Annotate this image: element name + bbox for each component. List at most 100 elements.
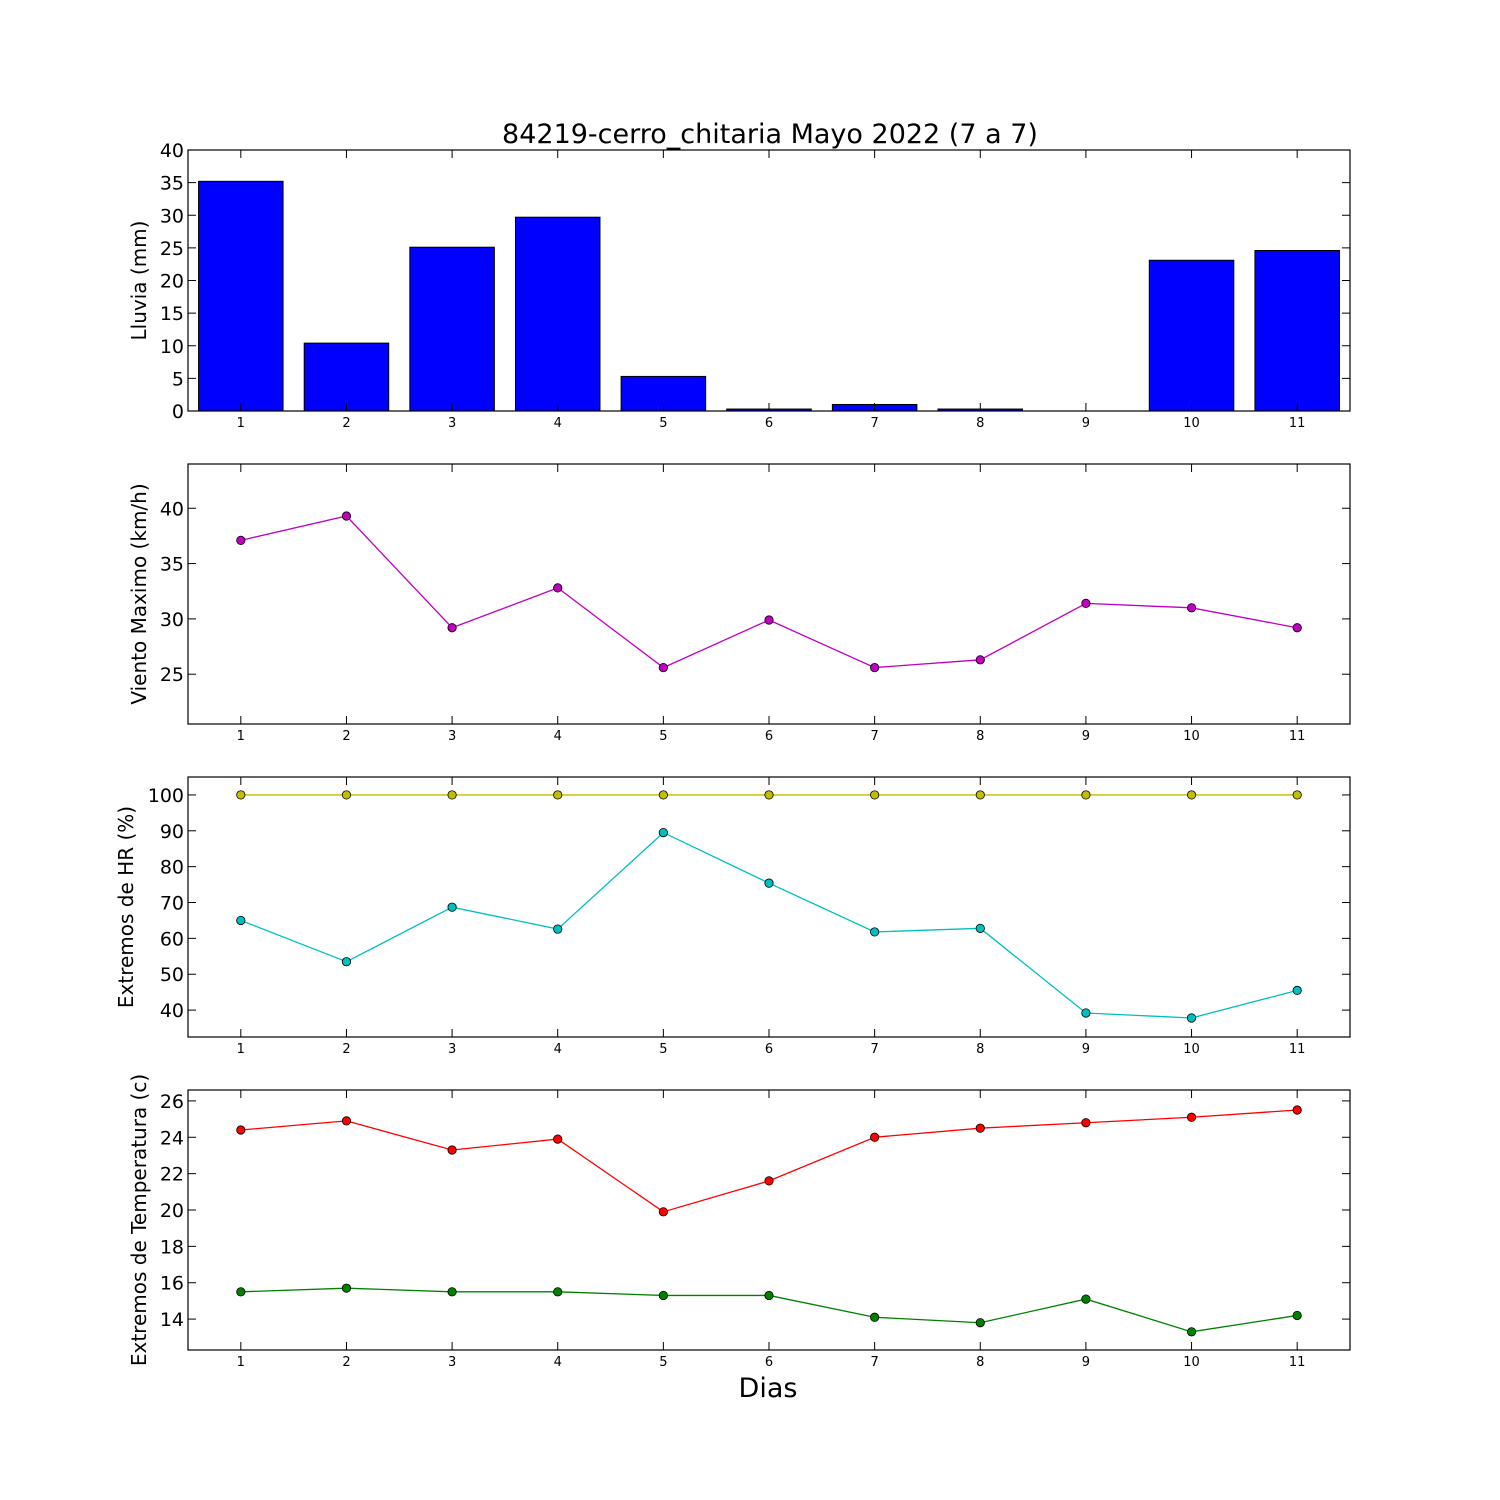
bar-day-4 [514, 216, 601, 412]
series-1-point-2 [341, 790, 352, 800]
y-tick-label: 20 [160, 1200, 184, 1222]
series-1-point-6 [764, 1176, 774, 1186]
x-tick-label: 10 [1183, 729, 1200, 744]
x-tick-label: 9 [1082, 729, 1090, 744]
y-tick-label: 30 [160, 609, 184, 631]
y-tick-label: 22 [160, 1164, 184, 1186]
x-tick-label: 4 [554, 729, 562, 744]
chart-title: 84219-cerro_chitaria Mayo 2022 (7 a 7) [502, 119, 1038, 150]
x-tick-label: 7 [870, 1355, 878, 1370]
series-2-point-2 [341, 1283, 352, 1293]
x-tick-label: 7 [870, 729, 878, 744]
x-tick-label: 5 [659, 1355, 667, 1370]
bar-day-1 [198, 180, 284, 412]
x-tick-label: 2 [342, 416, 350, 431]
y-axis-label: Extremos de HR (%) [114, 806, 138, 1008]
series-1-point-7 [870, 790, 880, 800]
series-1-point-10 [1186, 790, 1197, 800]
x-tick-label: 3 [448, 1355, 456, 1370]
y-axis-label: Extremos de Temperatura (c) [127, 1074, 151, 1366]
x-tick-label: 6 [765, 1355, 773, 1370]
y-tick-label: 30 [160, 205, 184, 227]
x-tick-label: 6 [765, 1042, 773, 1057]
x-tick-label: 1 [237, 1355, 245, 1370]
series-1-point-4 [553, 583, 563, 593]
series-2-point-1 [236, 915, 246, 926]
y-tick-label: 40 [160, 498, 184, 520]
y-tick-label: 20 [160, 271, 184, 293]
series-2-point-5 [658, 827, 668, 838]
series-2-point-8 [975, 1318, 985, 1328]
panel-1: 0 5 10 15 20 25 30 35 40 1 2 3 4 5 6 7 8 9 10 11 Lluvia (mm) [127, 140, 1351, 431]
y-tick-label: 35 [160, 554, 184, 576]
y-tick-label: 40 [160, 1000, 184, 1022]
bar-day-11 [1254, 249, 1340, 412]
series-1-point-2 [341, 511, 352, 521]
panel-4: 14 16 18 20 22 24 26 1 2 3 4 5 6 7 8 9 10 11 Extremos de T… [127, 1074, 1351, 1370]
x-tick-label: 3 [448, 1042, 456, 1057]
y-axis-label: Lluvia (mm) [127, 221, 151, 341]
series-1-point-1 [236, 790, 246, 800]
series-1-point-6 [764, 615, 774, 625]
series-2-point-5 [658, 1290, 668, 1301]
plot-frame [187, 1089, 1351, 1351]
x-tick-label: 4 [554, 1042, 562, 1057]
y-tick-label: 70 [160, 893, 184, 915]
y-tick-label: 50 [160, 964, 184, 986]
series-2-line [240, 831, 1298, 1019]
series-1-point-4 [553, 1134, 563, 1144]
x-tick-label: 8 [976, 1042, 984, 1057]
y-axis-label: Viento Maximo (km/h) [127, 483, 151, 704]
plot-frame [187, 463, 1351, 725]
series-2-point-9 [1081, 1294, 1091, 1304]
series-1-point-8 [975, 790, 985, 800]
y-tick-label: 60 [160, 928, 184, 950]
x-tick-label: 8 [976, 729, 984, 744]
x-tick-label: 1 [237, 416, 245, 431]
series-2-point-7 [870, 1312, 880, 1322]
x-tick-label: 5 [659, 416, 667, 431]
series-1-point-1 [236, 535, 246, 545]
x-tick-label: 11 [1289, 1042, 1306, 1057]
x-tick-label: 2 [342, 1042, 350, 1057]
series-1-point-2 [341, 1116, 352, 1126]
series-2-point-4 [553, 924, 563, 934]
series-2-point-10 [1186, 1013, 1197, 1023]
x-tick-label: 6 [765, 416, 773, 431]
series-1-point-9 [1081, 1118, 1091, 1128]
series-1-point-11 [1292, 790, 1302, 800]
series-2-point-3 [447, 1287, 457, 1297]
series-2-point-9 [1081, 1008, 1091, 1018]
panel-2: 25 30 35 40 1 2 3 4 5 6 7 8 9 10 11 Viento Maximo (km/h… [127, 463, 1351, 744]
x-tick-label: 1 [237, 1042, 245, 1057]
series-2-point-4 [553, 1287, 563, 1297]
x-tick-label: 3 [448, 729, 456, 744]
series-1-point-3 [447, 790, 457, 800]
y-tick-label: 100 [148, 785, 184, 807]
series-1-point-4 [553, 790, 563, 800]
series-1-point-5 [658, 662, 668, 673]
x-tick-label: 10 [1183, 1355, 1200, 1370]
y-tick-label: 35 [160, 173, 184, 195]
y-tick-label: 26 [160, 1091, 184, 1113]
x-tick-label: 11 [1289, 416, 1306, 431]
series-1-point-1 [236, 1125, 246, 1135]
panel-3: 40 50 60 70 80 90 100 1 2 3 4 5 6 7 8 9 10 11 Extremos de … [114, 776, 1351, 1057]
x-tick-label: 11 [1289, 729, 1306, 744]
x-tick-label: 10 [1183, 1042, 1200, 1057]
x-tick-label: 8 [976, 1355, 984, 1370]
y-tick-label: 40 [160, 140, 184, 162]
series-1-point-8 [975, 1123, 985, 1133]
x-tick-label: 9 [1082, 416, 1090, 431]
y-tick-label: 25 [160, 664, 184, 686]
x-tick-label: 4 [554, 1355, 562, 1370]
series-1-point-7 [870, 662, 880, 673]
y-tick-label: 80 [160, 857, 184, 879]
series-1-point-9 [1081, 790, 1091, 800]
series-1-point-11 [1292, 623, 1302, 633]
series-2-point-3 [447, 902, 457, 912]
y-tick-label: 10 [160, 336, 184, 358]
y-tick-label: 18 [160, 1236, 184, 1258]
series-1-point-11 [1292, 1105, 1302, 1115]
